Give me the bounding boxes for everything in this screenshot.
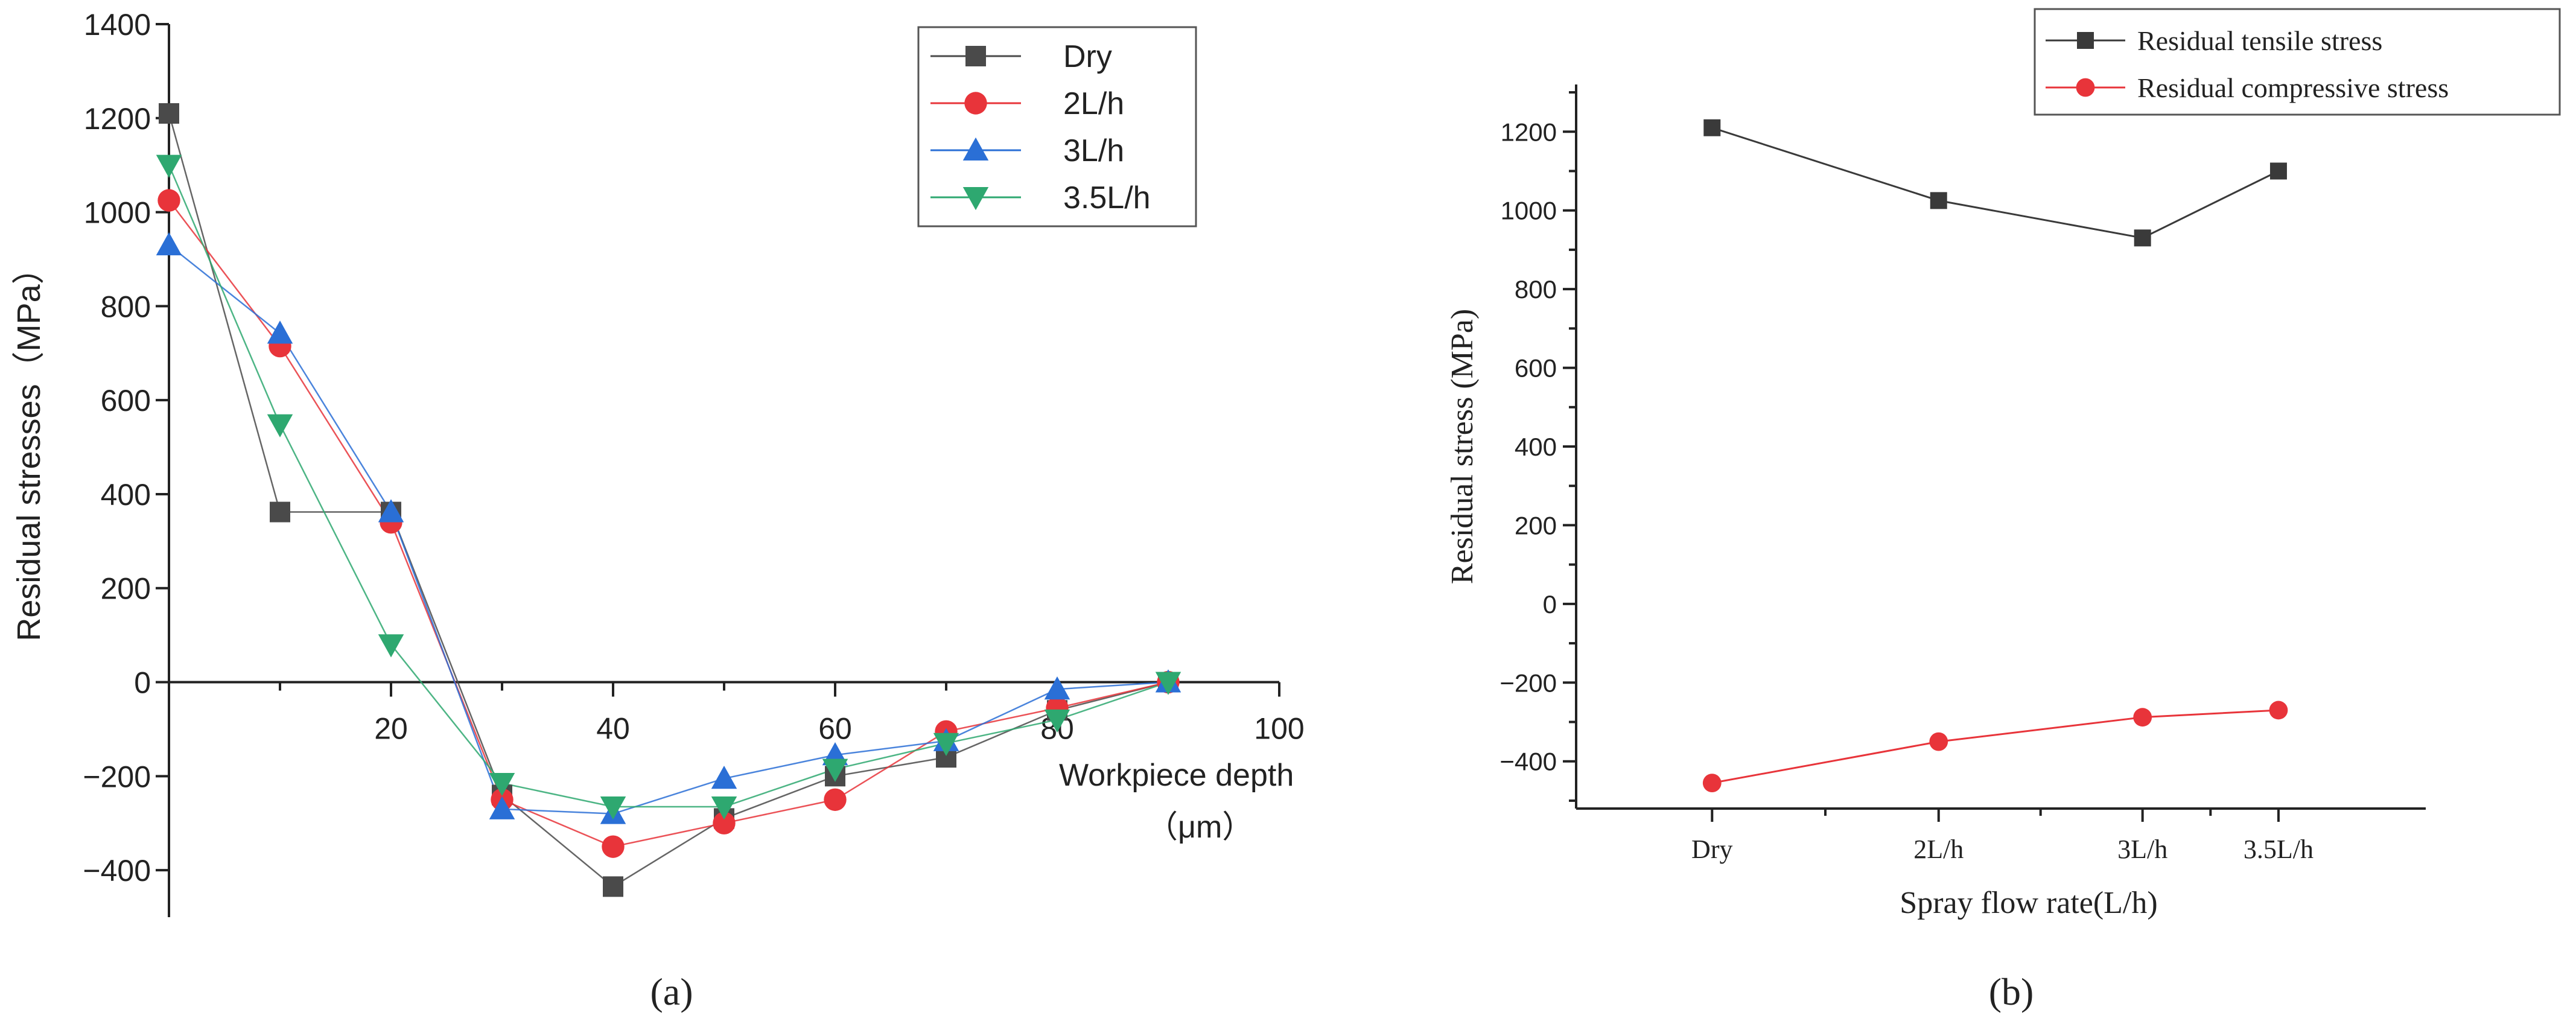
chart-a-legend-label: 3L/h — [1063, 133, 1124, 168]
chart-b-legend-label: Residual tensile stress — [2137, 25, 2382, 56]
chart-a-point-2l-h — [602, 835, 625, 858]
chart-a-x-tick-label: 40 — [596, 712, 630, 746]
chart-b-legend-label: Residual compressive stress — [2137, 72, 2449, 103]
chart-a-y-tick-label: 0 — [134, 666, 151, 700]
chart-a-point-3-5l-h — [822, 758, 848, 782]
chart-a-point-2l-h — [824, 788, 847, 811]
chart-a-legend-box — [917, 26, 1197, 227]
chart-b-x-tick-label: Dry — [1691, 834, 1732, 864]
chart-a-point-3l-h — [489, 796, 515, 819]
chart-a-legend-label: 2L/h — [1063, 86, 1124, 121]
chart-a-y-tick-label: 1200 — [84, 102, 151, 136]
chart-a-point-2l-h — [713, 812, 736, 834]
chart-b-point-residual-compressive-stress — [2133, 708, 2152, 727]
chart-b-residual-stress-vs-flow: −400 −200 0 200 400 600 800 1000 1200 Dry 2L/h 3L/h… — [1445, 8, 2561, 1013]
chart-a-legend-marker — [964, 92, 987, 115]
chart-a-point-3-5l-h — [378, 634, 404, 658]
chart-a-point-3-5l-h — [1155, 672, 1181, 695]
chart-a-point-3-5l-h — [711, 796, 737, 820]
chart-b-legend: Residual tensile stress Residual compress… — [2034, 8, 2561, 116]
chart-b-legend-marker — [2077, 32, 2094, 49]
chart-a-y-tick-label: −400 — [83, 854, 151, 888]
chart-b-y-tick-label: 200 — [1515, 511, 1557, 539]
chart-a-series — [156, 103, 1181, 897]
chart-a-legend-marker — [965, 46, 986, 66]
chart-a-point-3l-h — [711, 765, 737, 789]
chart-a-legend-label: 3.5L/h — [1063, 180, 1151, 215]
chart-b-y-tick-label: −400 — [1499, 748, 1557, 776]
chart-b-point-residual-tensile-stress — [2134, 229, 2151, 247]
chart-b-y-tick-label: 400 — [1515, 433, 1557, 461]
chart-a-legend-marker — [962, 187, 989, 211]
chart-a-point-dry — [270, 501, 290, 523]
chart-b-line-residual-compressive-stress — [1712, 709, 2279, 784]
chart-b-xlabel: Spray flow rate(L/h) — [1900, 886, 2157, 920]
chart-a-y-tick-label: 600 — [101, 384, 151, 418]
chart-a-point-dry — [159, 103, 179, 124]
chart-b-y-tick-label: 0 — [1543, 590, 1557, 618]
chart-a-x-tick-label: 100 — [1254, 712, 1304, 746]
chart-b-x-tick-label: 2L/h — [1913, 834, 1964, 864]
chart-b-point-residual-compressive-stress — [1929, 732, 1948, 751]
chart-b-y-tick-label: 600 — [1515, 354, 1557, 383]
chart-a-point-3-5l-h — [156, 154, 182, 178]
chart-a-line-3-5l-h — [168, 165, 1169, 808]
chart-a-point-3l-h — [1044, 676, 1070, 700]
chart-a-y-tick-label: 400 — [101, 478, 151, 512]
chart-b-point-residual-tensile-stress — [1703, 119, 1721, 136]
chart-a-line-3l-h — [168, 244, 1169, 815]
chart-a-x-tick-label: 20 — [374, 712, 408, 746]
chart-a-point-3l-h — [378, 499, 404, 523]
chart-a-point-3-5l-h — [600, 796, 626, 820]
chart-a-line-dry — [168, 113, 1169, 888]
chart-a-legend-label: Dry — [1063, 39, 1112, 74]
chart-b-line-residual-tensile-stress — [1711, 127, 2279, 239]
chart-a-y-tick-label: 1000 — [84, 196, 151, 230]
chart-a-y-tick-label: 1400 — [84, 8, 151, 42]
chart-a-point-2l-h — [157, 189, 180, 212]
chart-a-point-3-5l-h — [267, 414, 293, 437]
chart-a-point-3-5l-h — [489, 773, 515, 796]
chart-b-y-tick-label: −200 — [1499, 669, 1557, 697]
chart-b-y-tick-label: 800 — [1515, 275, 1557, 304]
chart-a-point-dry — [603, 876, 623, 897]
chart-b-axes — [1575, 84, 2426, 810]
chart-a-xlabel: Workpiece depth — [1059, 758, 1294, 793]
chart-a-point-3l-h — [156, 232, 182, 256]
chart-b-legend-box — [2034, 8, 2561, 116]
chart-b-y-tick-label: 1000 — [1501, 197, 1557, 225]
chart-a-xlabel-unit: （μm） — [1146, 810, 1253, 845]
chart-b-point-residual-compressive-stress — [2269, 701, 2288, 720]
chart-a-legend: Dry 2L/h 3L/h 3.5L/h — [917, 26, 1197, 227]
chart-b-caption: (b) — [1989, 970, 2034, 1013]
chart-a-y-tick-label: −200 — [83, 760, 151, 793]
chart-b-point-residual-tensile-stress — [2269, 162, 2287, 180]
chart-a-x-tick-label: 60 — [818, 712, 852, 746]
chart-a-y-tick-label: 800 — [101, 290, 151, 323]
chart-b-ticks: −400 −200 0 200 400 600 800 1000 1200 Dry 2L/h 3L/h… — [1499, 91, 2314, 864]
chart-b-point-residual-compressive-stress — [1702, 774, 1722, 793]
chart-b-x-tick-label: 3.5L/h — [2244, 834, 2314, 864]
chart-a-ylabel: Residual stresses（MPa） — [11, 252, 47, 641]
chart-a-y-tick-label: 200 — [101, 572, 151, 606]
chart-b-legend-marker — [2076, 78, 2095, 97]
chart-b-x-tick-label: 3L/h — [2117, 834, 2167, 864]
chart-a-point-3-5l-h — [933, 733, 959, 757]
chart-a-line-2l-h — [168, 200, 1169, 848]
chart-a-legend-marker — [962, 137, 989, 161]
chart-a-caption: (a) — [650, 970, 693, 1013]
chart-b-ylabel: Residual stress (MPa) — [1445, 309, 1480, 584]
chart-b-y-tick-label: 1200 — [1501, 118, 1557, 146]
chart-a-residual-stress-vs-depth: −400−20002004006008001000120014002040608… — [11, 8, 1305, 1013]
chart-a-point-3-5l-h — [1044, 709, 1070, 733]
chart-a-point-3l-h — [267, 320, 293, 344]
chart-b-series — [1702, 119, 2288, 793]
chart-b-point-residual-tensile-stress — [1930, 192, 1947, 209]
